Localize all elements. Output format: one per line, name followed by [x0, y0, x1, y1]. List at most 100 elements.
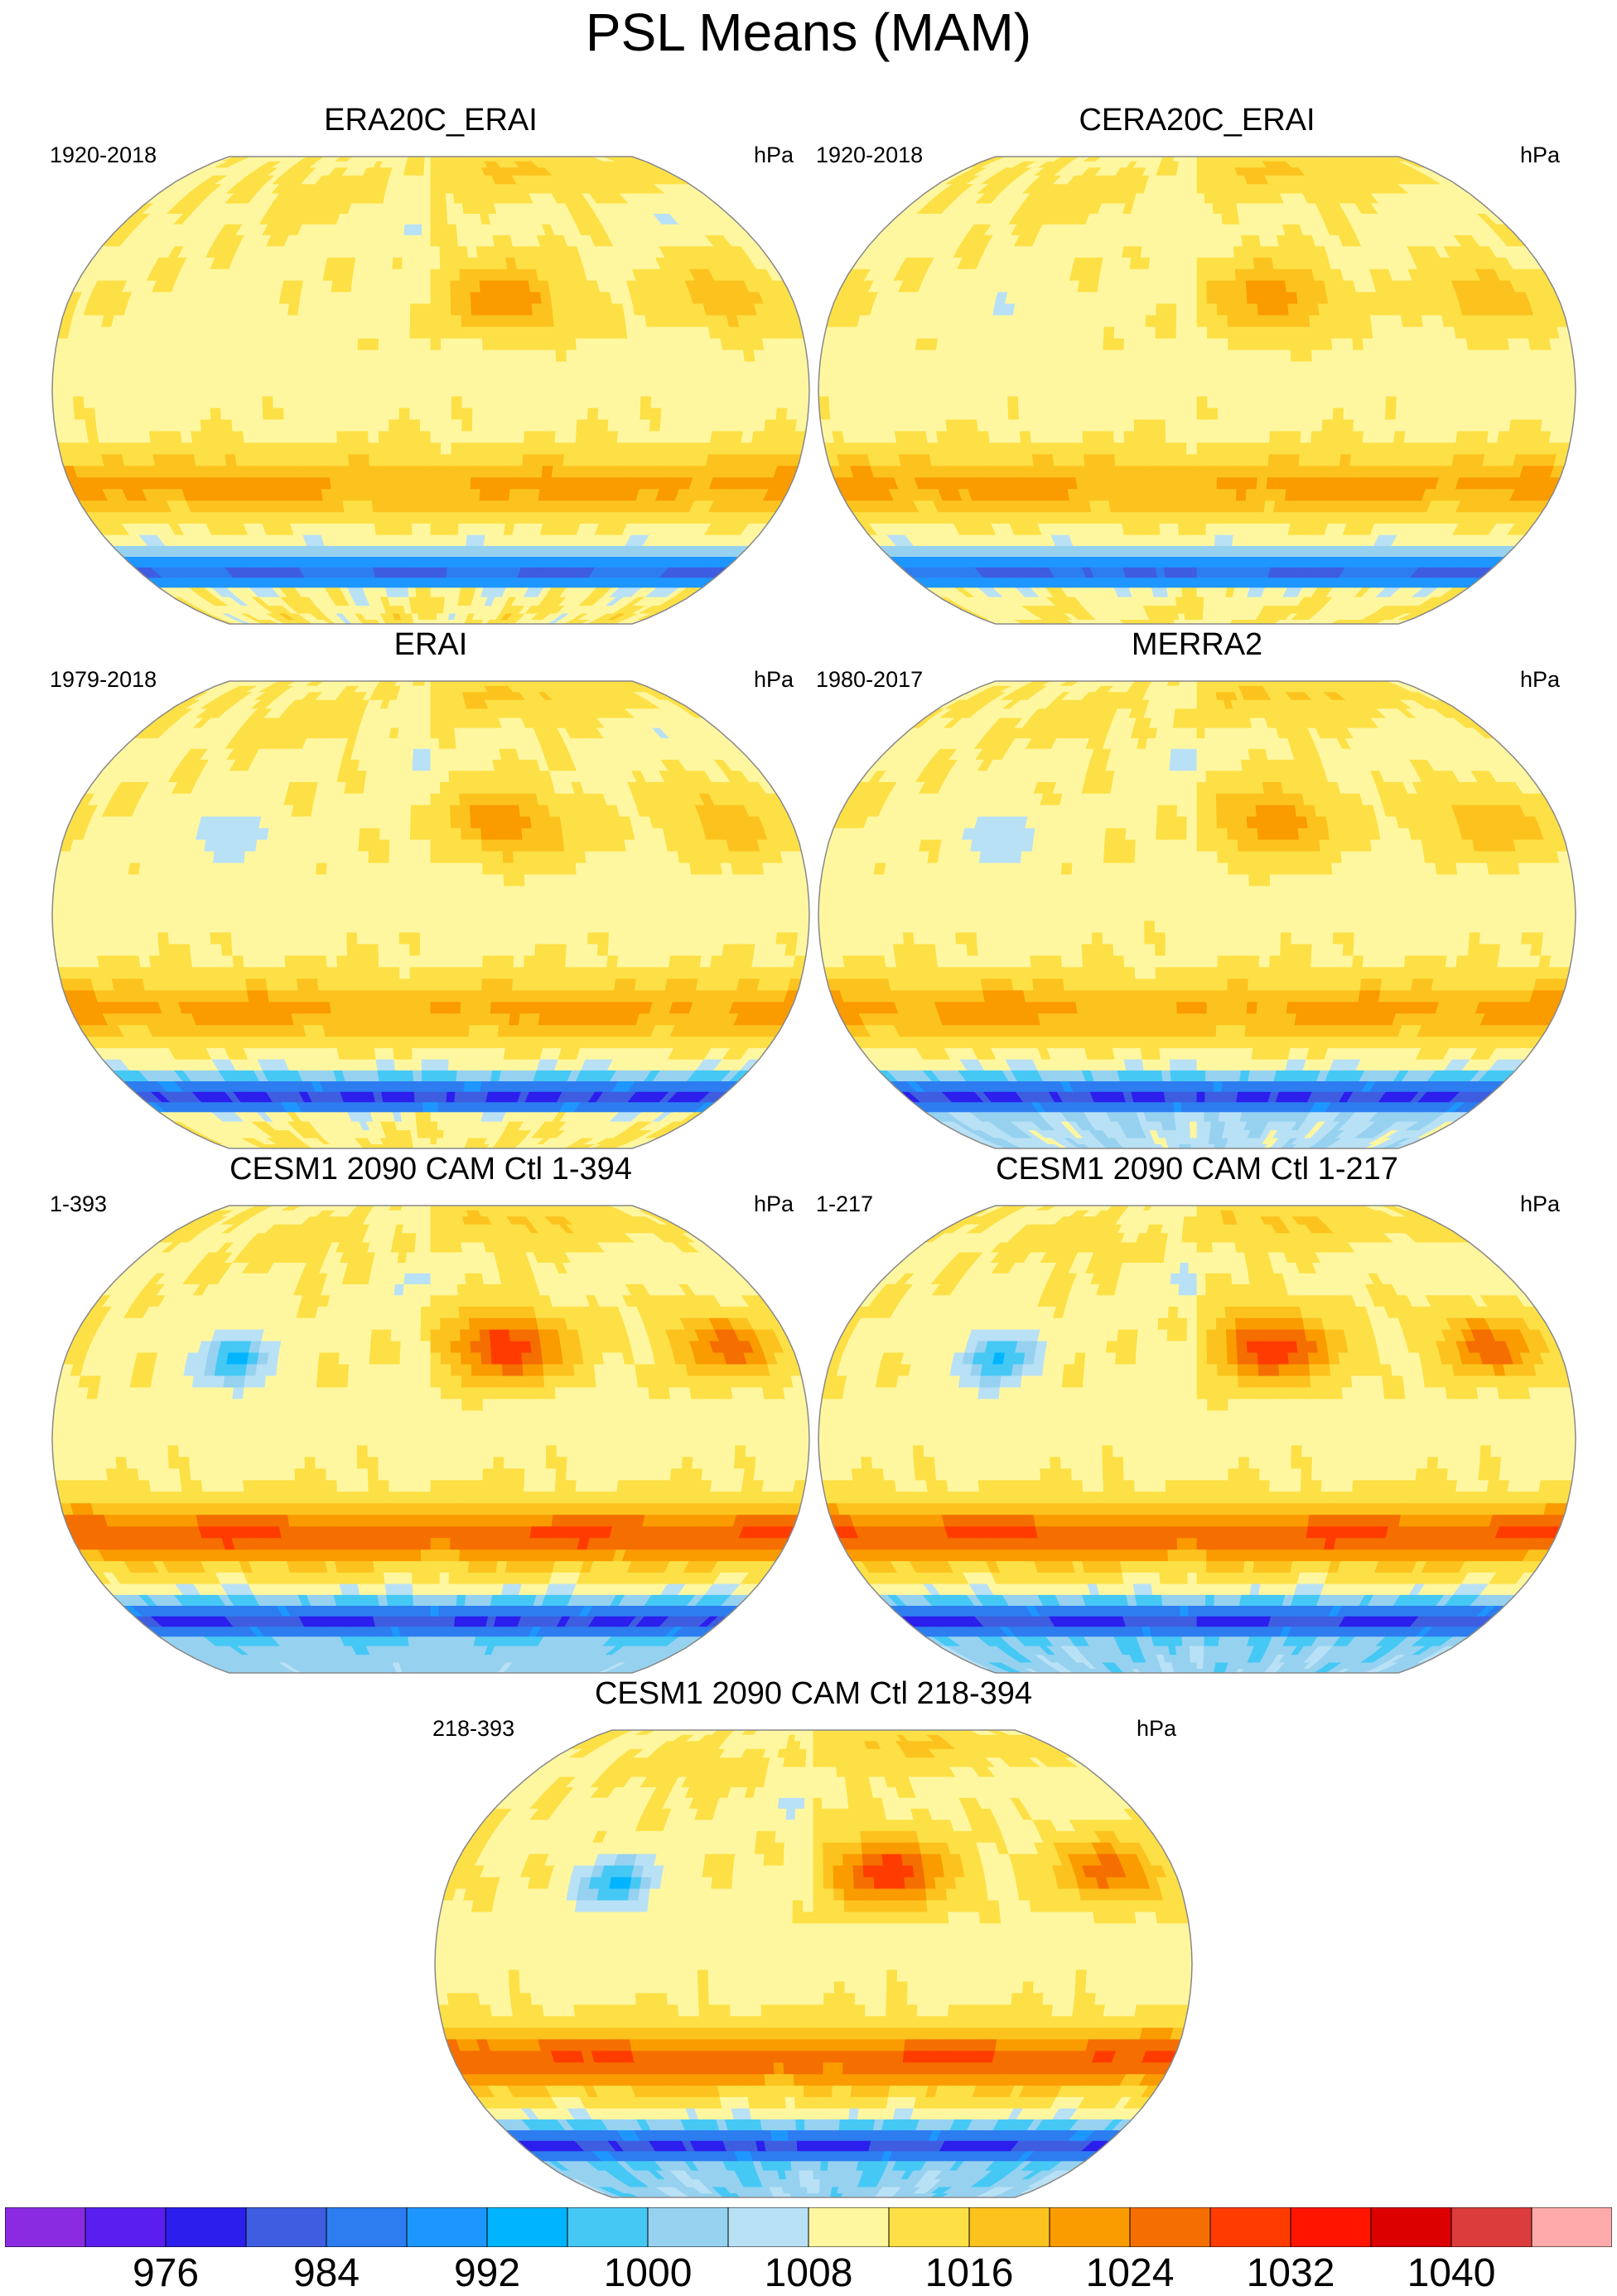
psl-cell: [598, 384, 611, 397]
psl-cell: [364, 157, 376, 162]
psl-cell: [1373, 430, 1385, 443]
psl-cell: [991, 453, 1004, 466]
psl-cell: [1476, 430, 1489, 443]
psl-cell: [1145, 453, 1157, 466]
psl-cell: [384, 234, 396, 247]
psl-cell: [1139, 511, 1151, 524]
psl-cell: [294, 430, 307, 443]
psl-cell: [1259, 407, 1272, 420]
psl-cell: [1211, 577, 1222, 588]
psl-cell: [147, 360, 159, 374]
psl-cell: [199, 407, 212, 420]
psl-cell: [658, 337, 671, 350]
psl-cell: [1113, 430, 1125, 443]
psl-cell: [766, 384, 779, 397]
psl-cell: [840, 418, 854, 432]
psl-cell: [512, 326, 525, 339]
psl-cell: [1206, 442, 1219, 455]
psl-cell: [450, 476, 462, 490]
psl-cell: [1310, 418, 1324, 432]
psl-cell: [421, 224, 432, 235]
psl-cell: [500, 465, 513, 478]
psl-cell: [409, 337, 421, 350]
psl-cell: [357, 418, 369, 432]
psl-cell: [422, 202, 432, 214]
psl-cell: [356, 372, 369, 385]
psl-cell: [1480, 384, 1492, 397]
psl-cell: [202, 442, 215, 455]
psl-cell: [396, 556, 407, 568]
psl-cell: [439, 523, 451, 535]
psl-cell: [369, 476, 382, 490]
psl-cell: [614, 314, 627, 327]
psl-cell: [220, 395, 232, 408]
psl-cell: [1437, 407, 1450, 420]
psl-cell: [1437, 395, 1450, 408]
psl-cell: [251, 372, 263, 385]
psl-cell: [430, 500, 442, 513]
psl-cell: [564, 157, 580, 162]
psl-cell: [1263, 500, 1276, 513]
psl-cell: [461, 372, 474, 385]
psl-cell: [1127, 500, 1141, 513]
psl-cell: [285, 326, 297, 339]
psl-cell: [534, 349, 547, 362]
psl-cell: [283, 360, 296, 374]
psl-cell: [1105, 476, 1118, 490]
psl-cell: [230, 384, 243, 397]
psl-cell: [125, 395, 138, 408]
psl-cell: [472, 384, 484, 397]
psl-cell: [346, 384, 358, 397]
psl-cell: [188, 372, 200, 385]
psl-cell: [401, 268, 413, 281]
psl-cell: [318, 465, 331, 478]
psl-cell: [1299, 442, 1312, 455]
psl-cell: [541, 157, 557, 162]
psl-cell: [399, 302, 412, 316]
psl-cell: [125, 372, 138, 385]
psl-cell: [379, 442, 390, 455]
psl-cell: [1205, 511, 1217, 524]
psl-cell: [692, 407, 704, 420]
psl-cell: [902, 407, 915, 420]
psl-cell: [1301, 384, 1313, 397]
psl-cell: [1028, 384, 1040, 397]
psl-cell: [409, 326, 422, 339]
psl-cell: [480, 465, 493, 478]
psl-cell: [399, 453, 411, 466]
psl-cell: [210, 395, 222, 408]
psl-cell: [1059, 372, 1072, 385]
psl-cell: [584, 326, 597, 339]
psl-cell: [1207, 395, 1219, 408]
psl-cell: [304, 384, 316, 397]
psl-cell: [326, 430, 338, 443]
psl-cell: [325, 372, 337, 385]
psl-cell: [661, 372, 673, 385]
psl-cell: [924, 360, 936, 374]
psl-cell: [1320, 442, 1333, 455]
psl-cell: [1390, 453, 1403, 466]
psl-cell: [418, 160, 426, 168]
psl-cell: [188, 384, 200, 397]
psl-cell: [388, 395, 400, 408]
psl-cell: [492, 430, 504, 443]
psl-cell: [305, 430, 317, 443]
psl-cell: [1103, 430, 1115, 443]
psl-cell: [471, 337, 484, 350]
psl-cell: [350, 291, 362, 304]
psl-cell: [242, 349, 254, 362]
psl-cell: [732, 349, 746, 362]
psl-cell: [264, 157, 280, 162]
psl-cell: [477, 257, 489, 269]
psl-cell: [1533, 384, 1545, 397]
psl-cell: [669, 418, 683, 432]
psl-cell: [128, 337, 142, 350]
psl-cell: [448, 523, 460, 535]
psl-cell: [722, 349, 735, 362]
psl-cell: [514, 349, 526, 362]
psl-cell: [1082, 430, 1094, 443]
psl-cell: [356, 384, 369, 397]
psl-cell: [1340, 442, 1354, 455]
psl-cell: [297, 314, 309, 327]
psl-cell: [1298, 453, 1311, 466]
